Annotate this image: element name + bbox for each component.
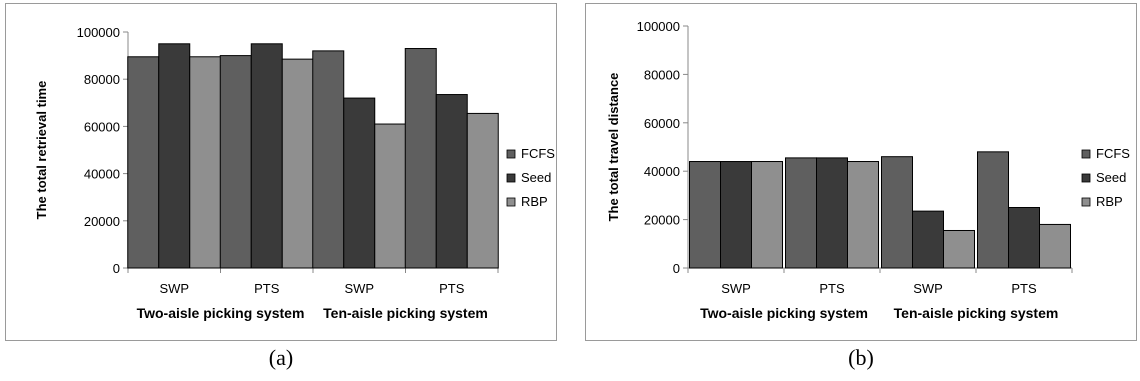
bar-seed bbox=[435, 94, 468, 269]
bar-rbp bbox=[281, 58, 314, 269]
x-tick-label: SWP bbox=[344, 281, 374, 296]
x-tick-label: SWP bbox=[159, 281, 189, 296]
group-label: Ten-aisle picking system bbox=[323, 305, 488, 321]
chart-panel-a: The total retrieval time 0 20000 40000 60000… bbox=[5, 3, 557, 341]
legend-label: FCFS bbox=[1096, 146, 1130, 161]
legend-swatch-rbp bbox=[506, 197, 516, 207]
group-label: Ten-aisle picking system bbox=[894, 305, 1059, 321]
y-tick-label: 20000 bbox=[644, 213, 680, 228]
y-tick-label: 60000 bbox=[84, 119, 120, 134]
y-tick-label: 40000 bbox=[84, 167, 120, 182]
bar-fcfs bbox=[127, 56, 160, 269]
bar-fcfs bbox=[404, 48, 437, 269]
legend-label: RBP bbox=[521, 194, 548, 209]
y-tick-label: 20000 bbox=[84, 214, 120, 229]
y-axis-label: The total retrieval time bbox=[34, 81, 49, 220]
bar-seed bbox=[720, 161, 752, 269]
legend-label: Seed bbox=[521, 170, 551, 185]
y-tick-label: 80000 bbox=[644, 67, 680, 82]
caption-a: (a) bbox=[268, 345, 294, 370]
x-tick-label: PTS bbox=[254, 281, 280, 296]
x-tick-label: PTS bbox=[1011, 281, 1037, 296]
bar-seed bbox=[158, 43, 191, 269]
bar-rbp bbox=[943, 229, 975, 269]
legend-swatch-seed bbox=[1081, 173, 1091, 183]
x-tick-label: SWP bbox=[913, 281, 943, 296]
bar-seed bbox=[912, 210, 944, 269]
legend-label: RBP bbox=[1096, 194, 1123, 209]
legend-swatch-fcfs bbox=[506, 149, 516, 159]
y-tick-label: 0 bbox=[673, 261, 680, 276]
bar-seed bbox=[1008, 207, 1040, 269]
group-label: Two-aisle picking system bbox=[700, 305, 868, 321]
bar-rbp bbox=[847, 161, 879, 269]
chart-b-svg: The total travel distance 0 20000 40000 6000… bbox=[606, 19, 1130, 321]
bar-rbp bbox=[189, 56, 222, 269]
legend-swatch-fcfs bbox=[1081, 149, 1091, 159]
y-tick-label: 60000 bbox=[644, 116, 680, 131]
chart-a-svg: The total retrieval time 0 20000 40000 60000… bbox=[34, 25, 555, 321]
bar-fcfs bbox=[881, 156, 913, 269]
x-tick-label: PTS bbox=[819, 281, 845, 296]
bar-rbp bbox=[751, 161, 783, 269]
bar-seed bbox=[250, 43, 283, 269]
bar-fcfs bbox=[689, 161, 721, 269]
bar-seed bbox=[816, 157, 848, 269]
bar-seed bbox=[343, 97, 376, 269]
legend-label: FCFS bbox=[521, 146, 555, 161]
y-tick-label: 0 bbox=[113, 261, 120, 276]
chart-panel-b: The total travel distance 0 20000 40000 6000… bbox=[585, 3, 1137, 341]
x-tick-label: SWP bbox=[721, 281, 751, 296]
bar-fcfs bbox=[785, 157, 817, 269]
y-tick-label: 80000 bbox=[84, 72, 120, 87]
caption-b: (b) bbox=[848, 345, 874, 370]
bar-fcfs bbox=[977, 151, 1009, 269]
bar-rbp bbox=[466, 112, 499, 269]
bar-rbp bbox=[1039, 223, 1071, 269]
y-tick-label: 100000 bbox=[637, 19, 680, 34]
legend-swatch-rbp bbox=[1081, 197, 1091, 207]
y-tick-label: 100000 bbox=[77, 25, 120, 40]
legend-swatch-seed bbox=[506, 173, 516, 183]
y-axis-label: The total travel distance bbox=[606, 73, 621, 222]
bar-fcfs bbox=[219, 55, 252, 269]
y-tick-label: 40000 bbox=[644, 164, 680, 179]
x-tick-label: PTS bbox=[439, 281, 465, 296]
legend-label: Seed bbox=[1096, 170, 1126, 185]
bar-rbp bbox=[374, 123, 407, 269]
bar-fcfs bbox=[312, 50, 345, 269]
group-label: Two-aisle picking system bbox=[137, 305, 305, 321]
